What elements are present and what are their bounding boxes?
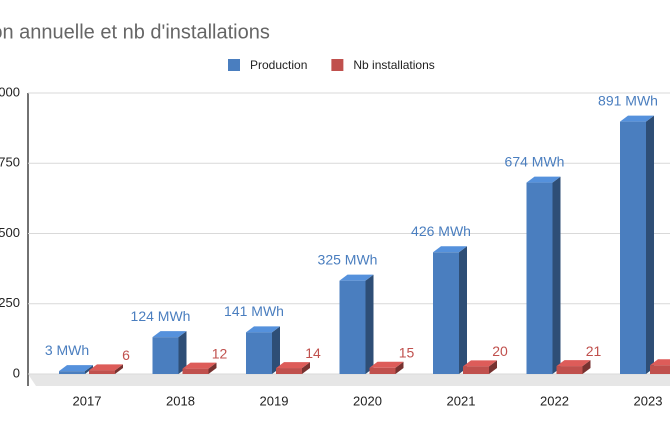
bar-top bbox=[276, 362, 310, 369]
bar bbox=[89, 370, 115, 374]
bar-side bbox=[208, 362, 217, 374]
bar-top bbox=[59, 365, 93, 372]
bar bbox=[246, 332, 272, 374]
bar bbox=[339, 280, 366, 374]
bar bbox=[276, 368, 302, 374]
x-tick-label: 2020 bbox=[353, 393, 382, 408]
bar-side bbox=[302, 362, 310, 374]
legend-swatch bbox=[228, 59, 240, 71]
bar-side bbox=[489, 360, 497, 374]
bar bbox=[463, 366, 489, 374]
bar-side bbox=[272, 326, 280, 374]
bar-top bbox=[369, 361, 404, 368]
bar bbox=[152, 337, 179, 374]
bar-side bbox=[178, 331, 187, 374]
y-tick-label: 500 bbox=[0, 225, 20, 240]
x-tick-label: 2018 bbox=[166, 393, 195, 408]
bar-top bbox=[620, 115, 654, 122]
bar bbox=[182, 368, 209, 374]
bar-top bbox=[556, 360, 591, 367]
y-tick-label: 750 bbox=[0, 155, 20, 170]
bar-top bbox=[152, 331, 187, 338]
x-tick-label: 2017 bbox=[73, 393, 102, 408]
bar bbox=[59, 371, 85, 374]
bar-side bbox=[459, 246, 467, 374]
bar bbox=[620, 121, 646, 374]
bar-side bbox=[552, 176, 561, 374]
bar-side bbox=[395, 361, 404, 374]
bar bbox=[650, 365, 670, 374]
bar bbox=[369, 367, 396, 374]
data-label: 325 MWh bbox=[318, 251, 378, 267]
data-label: 891 MWh bbox=[598, 92, 658, 108]
bar-side bbox=[646, 115, 654, 374]
bar-side bbox=[582, 360, 591, 374]
x-tick-label: 2019 bbox=[260, 393, 289, 408]
bar-top bbox=[246, 326, 280, 333]
bar bbox=[433, 252, 459, 374]
data-label: 674 MWh bbox=[505, 153, 565, 169]
bar-top bbox=[463, 360, 497, 367]
data-label: 426 MWh bbox=[411, 223, 471, 239]
data-label: 14 bbox=[305, 345, 321, 361]
y-tick-label: 250 bbox=[0, 295, 20, 310]
data-label: 141 MWh bbox=[224, 303, 284, 319]
legend-label: Production bbox=[250, 58, 307, 72]
data-label: 3 MWh bbox=[45, 342, 89, 358]
x-tick-label: 2023 bbox=[634, 393, 663, 408]
bar-side bbox=[85, 365, 93, 374]
x-tick-label: 2022 bbox=[540, 393, 569, 408]
x-tick-label: 2021 bbox=[447, 393, 476, 408]
data-label: 12 bbox=[212, 345, 228, 361]
data-label: 15 bbox=[399, 344, 415, 360]
bar bbox=[526, 182, 553, 374]
bar-top bbox=[89, 364, 123, 371]
bar-top bbox=[650, 359, 670, 366]
bar-top bbox=[182, 362, 217, 369]
floor bbox=[28, 374, 670, 386]
bar bbox=[556, 366, 583, 374]
bar-top bbox=[433, 246, 467, 253]
y-tick-label: 1000 bbox=[0, 84, 20, 99]
y-tick-label: 0 bbox=[13, 365, 20, 380]
data-label: 21 bbox=[586, 343, 602, 359]
chart-title: Production annuelle et nb d'installation… bbox=[0, 21, 270, 43]
bar-top bbox=[526, 176, 561, 183]
bar-side bbox=[365, 274, 374, 374]
bar-top bbox=[339, 274, 374, 281]
bar-side bbox=[115, 364, 123, 374]
data-label: 6 bbox=[122, 347, 130, 363]
legend-swatch bbox=[331, 59, 344, 71]
legend-label: Nb installations bbox=[353, 58, 434, 72]
data-label: 20 bbox=[492, 343, 508, 359]
data-label: 124 MWh bbox=[131, 308, 191, 324]
